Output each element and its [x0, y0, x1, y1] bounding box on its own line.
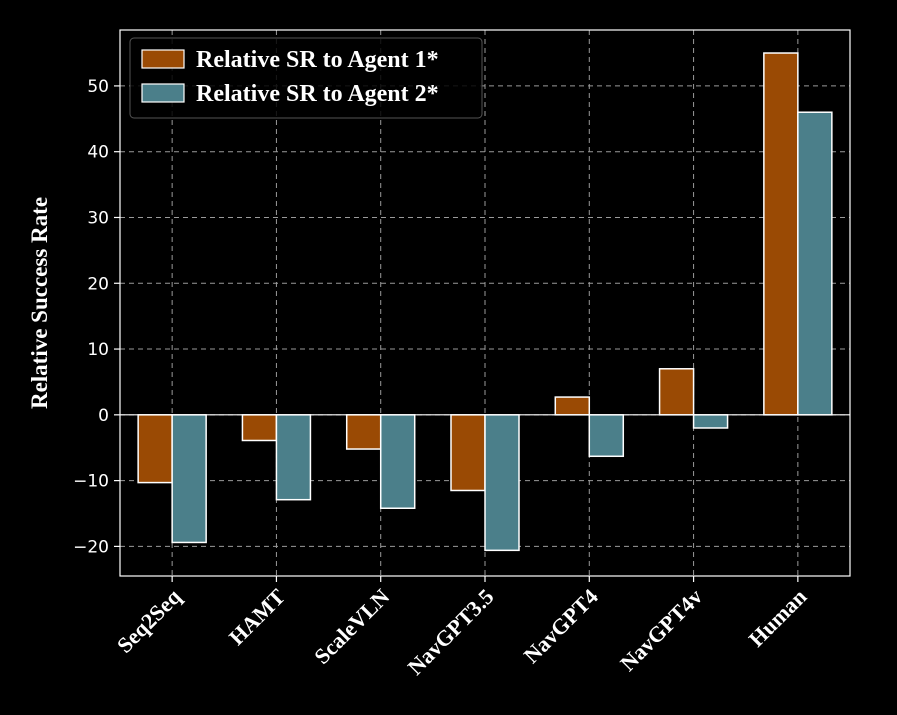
y-tick-label-5: 30 — [87, 208, 109, 228]
y-tick-label-6: 40 — [87, 143, 109, 163]
bar-series2-navgpt4 — [588, 414, 625, 458]
x-tick-label-hamt: HAMT — [224, 584, 290, 650]
y-tick-label-4: 20 — [87, 274, 109, 294]
x-tick-label-seq2seq: Seq2Seq — [112, 583, 186, 657]
bar-series1-scalevln — [345, 414, 382, 450]
x-tick-label-scalevln: ScaleVLN — [309, 584, 394, 669]
bar-series2-seq2seq — [171, 414, 207, 544]
legend-swatch-1 — [141, 49, 185, 69]
bar-series1-seq2seq — [137, 414, 173, 484]
bar-series1-navgpt4v — [658, 368, 695, 416]
y-tick-label-3: 10 — [87, 340, 109, 360]
bar-series2-navgpt4v — [692, 414, 729, 429]
legend-label-1: Relative SR to Agent 1* — [196, 47, 439, 73]
bar-series2-scalevln — [379, 414, 416, 509]
y-tick-label-2: 0 — [98, 406, 109, 426]
bar-series2-navgpt3-5 — [484, 414, 520, 552]
legend-frame — [129, 37, 483, 119]
bar-series1-human — [763, 52, 799, 416]
bar-series1-hamt — [241, 414, 278, 442]
y-tick-label-1: −10 — [73, 472, 109, 492]
legend-label-2: Relative SR to Agent 2* — [196, 81, 439, 107]
y-tick-label-0: −20 — [73, 537, 109, 557]
x-tick-label-human: Human — [744, 584, 812, 652]
bar-series2-human — [797, 111, 833, 416]
legend-swatch-2 — [141, 83, 185, 103]
y-axis-title: Relative Success Rate — [27, 197, 52, 409]
bar-series1-navgpt3-5 — [450, 414, 486, 492]
legend: Relative SR to Agent 1* Relative SR to Ag… — [129, 37, 483, 119]
x-tick-label-navgpt3-5: NavGPT3.5 — [403, 584, 499, 680]
x-tick-label-navgpt4v: NavGPT4v — [615, 584, 707, 676]
bar-series2-hamt — [275, 414, 312, 501]
y-tick-label-7: 50 — [87, 77, 109, 97]
bar-series1-navgpt4 — [554, 396, 591, 416]
bars-layer — [137, 52, 833, 552]
x-tick-label-navgpt4: NavGPT4 — [519, 584, 603, 668]
